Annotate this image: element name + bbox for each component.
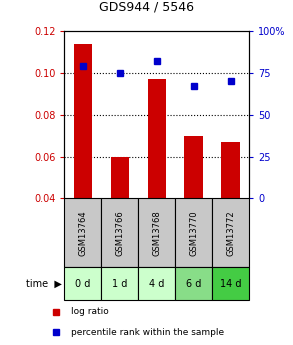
Bar (74, 43, 92, 198)
Bar (175, 267, 212, 300)
Text: 6 d: 6 d (186, 279, 201, 289)
Bar (212, 198, 249, 267)
Text: GSM13766: GSM13766 (115, 210, 124, 256)
Bar (101, 198, 138, 267)
Text: GSM13768: GSM13768 (152, 210, 161, 256)
Bar (101, 267, 138, 300)
Text: GSM13772: GSM13772 (226, 210, 235, 256)
Bar (212, 267, 249, 300)
Bar (64, 198, 101, 267)
Bar (175, 198, 212, 267)
Bar (64, 267, 101, 300)
Text: percentile rank within the sample: percentile rank within the sample (71, 328, 224, 337)
Text: GSM13764: GSM13764 (79, 210, 87, 256)
Bar (222, 142, 240, 198)
Text: GSM13770: GSM13770 (189, 210, 198, 256)
Bar (138, 267, 175, 300)
Text: GDS944 / 5546: GDS944 / 5546 (99, 1, 194, 14)
Text: time  ▶: time ▶ (26, 279, 62, 289)
Bar (138, 198, 175, 267)
Bar (110, 157, 129, 198)
Text: 0 d: 0 d (75, 279, 91, 289)
Text: log ratio: log ratio (71, 307, 109, 316)
Bar (147, 79, 166, 198)
Text: 1 d: 1 d (112, 279, 127, 289)
Bar (185, 136, 203, 198)
Text: 14 d: 14 d (220, 279, 241, 289)
Text: 4 d: 4 d (149, 279, 164, 289)
